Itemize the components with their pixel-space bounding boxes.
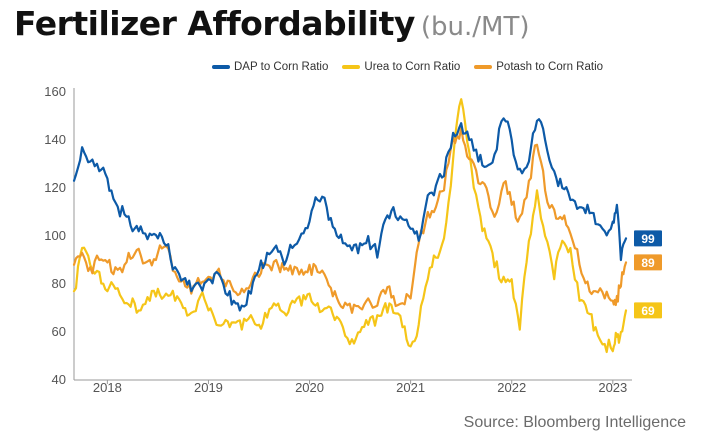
y-tick-label: 100 <box>44 228 66 243</box>
chart-subtitle: (bu./MT) <box>420 12 530 42</box>
legend-item-dap: DAP to Corn Ratio <box>212 61 328 73</box>
legend: DAP to Corn Ratio Urea to Corn Ratio Pot… <box>212 61 603 73</box>
end-label-box-urea <box>634 302 662 319</box>
end-label-box-dap <box>634 230 662 247</box>
end-label-potash: 89 <box>641 256 655 270</box>
x-tick-label: 2018 <box>93 380 122 395</box>
series-line-dap <box>72 117 628 312</box>
legend-label-urea: Urea to Corn Ratio <box>364 61 461 73</box>
y-tick-label: 80 <box>52 276 66 291</box>
series-line-potash <box>72 126 628 314</box>
x-tick-label: 2021 <box>396 380 425 395</box>
x-tick-label: 2023 <box>598 380 627 395</box>
legend-label-dap: DAP to Corn Ratio <box>234 61 329 73</box>
y-tick-label: 60 <box>52 324 66 339</box>
y-tick-label: 120 <box>44 180 66 195</box>
end-label-dap: 99 <box>641 232 655 246</box>
chart-title: Fertilizer Affordability <box>14 4 415 43</box>
end-label-urea: 69 <box>641 304 655 318</box>
x-tick-label: 2019 <box>194 380 223 395</box>
x-tick-label: 2020 <box>295 380 324 395</box>
title-row: Fertilizer Affordability (bu./MT) <box>14 4 529 43</box>
source-note: Source: Bloomberg Intelligence <box>463 414 686 431</box>
legend-swatch-dap <box>212 65 230 69</box>
legend-swatch-potash <box>474 65 493 69</box>
x-tick-label: 2022 <box>497 380 526 395</box>
legend-label-potash: Potash to Corn Ratio <box>496 61 604 73</box>
end-label-box-potash <box>634 254 662 271</box>
y-tick-label: 160 <box>44 84 66 99</box>
y-tick-label: 40 <box>52 372 66 387</box>
legend-item-potash: Potash to Corn Ratio <box>474 61 603 73</box>
series-line-urea <box>72 98 628 354</box>
legend-item-urea: Urea to Corn Ratio <box>342 61 460 73</box>
legend-swatch-urea <box>342 65 361 69</box>
y-tick-label: 140 <box>44 132 66 147</box>
